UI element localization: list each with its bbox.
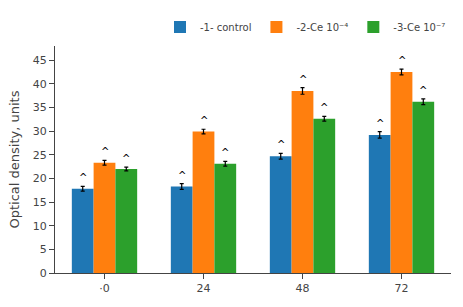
svg-text:^: ^ xyxy=(376,118,384,129)
svg-text:40: 40 xyxy=(33,78,47,91)
svg-text:·0: ·0 xyxy=(99,282,110,295)
svg-text:-1- control: -1- control xyxy=(200,22,251,33)
svg-text:-2-Ce 10⁻⁴: -2-Ce 10⁻⁴ xyxy=(296,22,348,33)
svg-text:15: 15 xyxy=(33,196,47,209)
svg-text:20: 20 xyxy=(33,172,47,185)
svg-text:24: 24 xyxy=(197,282,211,295)
svg-text:^: ^ xyxy=(221,147,229,158)
svg-text:10: 10 xyxy=(33,220,47,233)
svg-text:^: ^ xyxy=(419,85,427,96)
svg-text:^: ^ xyxy=(200,115,208,126)
svg-text:25: 25 xyxy=(33,149,47,162)
svg-text:^: ^ xyxy=(178,170,186,181)
svg-text:48: 48 xyxy=(296,282,310,295)
svg-text:^: ^ xyxy=(101,146,109,157)
svg-text:^: ^ xyxy=(277,139,285,150)
svg-text:45: 45 xyxy=(33,54,47,67)
svg-text:30: 30 xyxy=(33,125,47,138)
svg-text:^: ^ xyxy=(122,153,130,164)
svg-text:^: ^ xyxy=(320,102,328,113)
svg-text:72: 72 xyxy=(395,282,409,295)
svg-text:5: 5 xyxy=(40,243,47,256)
svg-text:^: ^ xyxy=(79,172,87,183)
svg-text:35: 35 xyxy=(33,101,47,114)
svg-text:-3-Ce 10⁻⁷: -3-Ce 10⁻⁷ xyxy=(393,22,445,33)
svg-text:^: ^ xyxy=(398,55,406,66)
svg-text:0: 0 xyxy=(40,267,47,280)
svg-text:Optical density, units: Optical density, units xyxy=(7,90,22,228)
svg-text:^: ^ xyxy=(299,74,307,85)
